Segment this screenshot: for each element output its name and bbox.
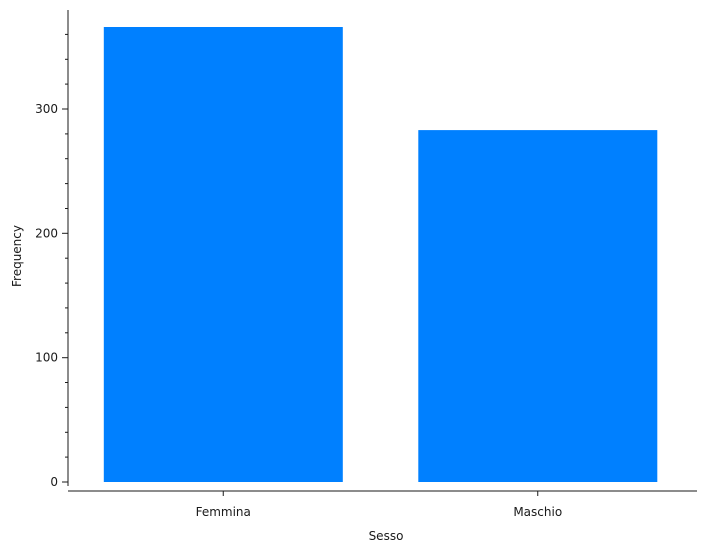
y-tick-label-0: 0	[50, 475, 58, 489]
x-axis-label: Sesso	[369, 529, 404, 543]
ticks-layer: Femmina Maschio 0 100 200 300	[35, 33, 562, 519]
x-tick-label-maschio: Maschio	[513, 505, 562, 519]
y-tick-label-300: 300	[35, 102, 58, 116]
axes-layer	[67, 10, 697, 492]
bar-femmina	[103, 27, 343, 482]
y-tick-label-100: 100	[35, 351, 58, 365]
bar-maschio	[418, 130, 658, 482]
y-tick-label-200: 200	[35, 226, 58, 240]
y-axis-label: Frequency	[10, 225, 24, 287]
x-tick-label-femmina: Femmina	[196, 505, 251, 519]
bars-layer	[103, 27, 658, 482]
